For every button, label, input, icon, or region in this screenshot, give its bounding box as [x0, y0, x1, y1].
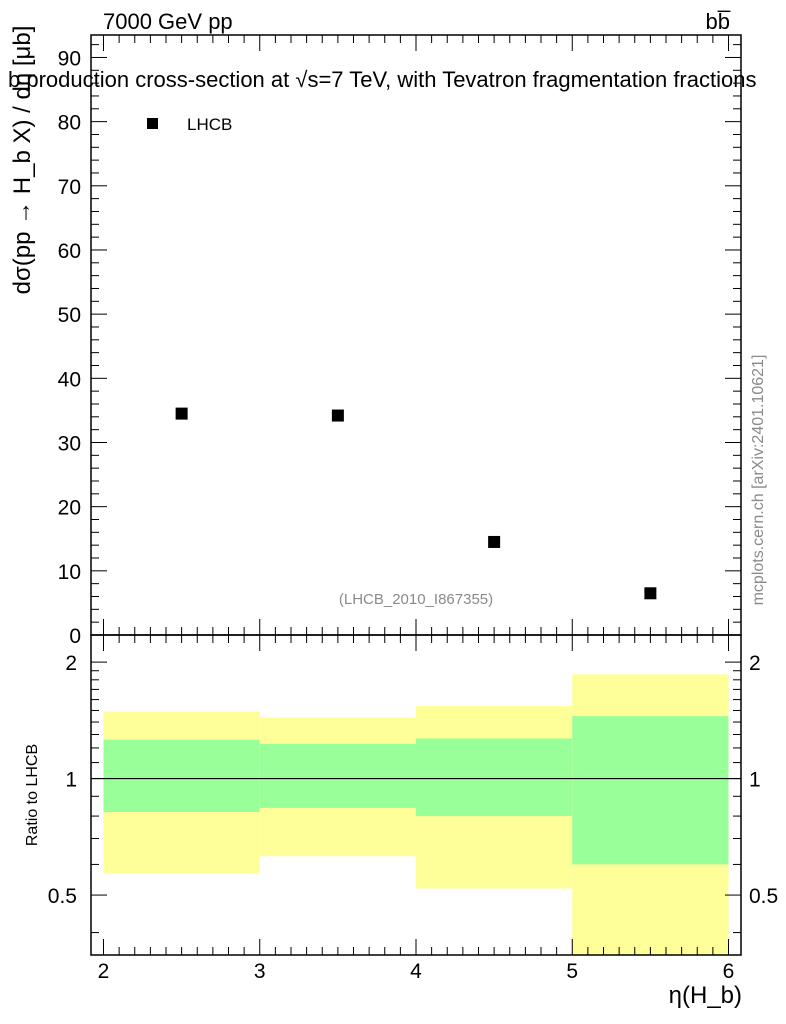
main-y-tick-label: 50: [58, 304, 81, 327]
process-label: bb̅: [706, 9, 731, 34]
main-panel: 0 10 20 30 40 50 60 70 80 90: [58, 34, 742, 648]
x-tick-label: 4: [410, 960, 422, 983]
stat-uncertainty-band: [103, 739, 260, 812]
ratio-y-axis-title: Ratio to LHCB: [24, 744, 41, 846]
ratio-y-tick-label-right: 2: [749, 652, 761, 675]
x-axis-title: η(H_b): [669, 982, 742, 1009]
ratio-y-ticks: 0.5 0.5 1 1 2 2: [48, 652, 778, 934]
data-point-lhcb: [175, 407, 188, 420]
ratio-x-ticks: 2 3 4 5 6: [98, 635, 735, 983]
ratio-frame: [90, 634, 742, 956]
ratio-y-tick-label-left: 2: [65, 652, 77, 675]
main-y-tick-label: 10: [58, 561, 81, 584]
data-points: [175, 407, 657, 600]
ratio-y-tick-label-left: 1: [65, 769, 77, 792]
stat-uncertainty-band: [259, 743, 416, 808]
legend-marker-lhcb: [147, 118, 158, 129]
uncertainty-bands: [103, 674, 729, 955]
x-tick-label: 6: [723, 960, 735, 983]
main-y-ticks: 0 10 20 30 40 50 60 70 80 90: [58, 44, 741, 648]
main-y-tick-label: 60: [58, 240, 81, 263]
main-y-tick-label: 70: [58, 176, 81, 199]
x-tick-label: 3: [254, 960, 266, 983]
stat-uncertainty-band: [572, 716, 729, 865]
main-y-tick-label: 20: [58, 497, 81, 520]
x-tick-label: 2: [98, 960, 110, 983]
main-y-tick-label: 40: [58, 368, 81, 391]
main-y-axis-title: dσ(pp → H_b X) / dη [μb]: [9, 26, 36, 295]
legend-label-lhcb: LHCB: [187, 115, 232, 134]
plot-title: b production cross-section at √s=7 TeV, …: [8, 67, 756, 92]
main-y-tick-label: 0: [69, 625, 81, 648]
data-point-lhcb: [644, 587, 657, 600]
analysis-id: (LHCB_2010_I867355): [339, 591, 493, 608]
ratio-y-tick-label-right: 0.5: [749, 885, 778, 908]
ratio-panel: 0.5 0.5 1 1 2 2 2 3 4 5 6: [48, 634, 778, 983]
energy-label: 7000 GeV pp: [103, 9, 233, 34]
main-x-ticks: [103, 35, 729, 635]
x-tick-label: 5: [566, 960, 578, 983]
stat-uncertainty-band: [416, 738, 573, 817]
ratio-y-tick-label-left: 0.5: [48, 885, 77, 908]
data-point-lhcb: [488, 535, 501, 548]
main-y-tick-label: 90: [58, 47, 81, 70]
main-y-tick-label: 30: [58, 432, 81, 455]
main-y-tick-label: 80: [58, 112, 81, 135]
side-label: mcplots.cern.ch [arXiv:2401.10621]: [750, 355, 767, 606]
data-point-lhcb: [331, 409, 344, 422]
ratio-y-tick-label-right: 1: [749, 769, 761, 792]
